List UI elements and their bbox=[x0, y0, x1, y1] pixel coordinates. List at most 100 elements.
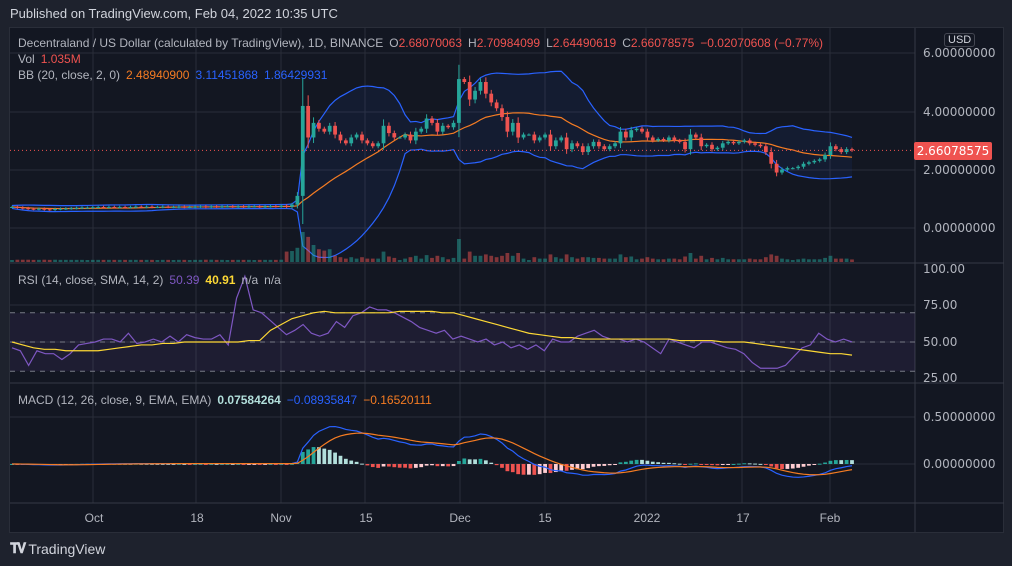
candle-body bbox=[58, 208, 63, 210]
volume-bar bbox=[209, 259, 214, 262]
volume-bar bbox=[96, 259, 101, 262]
volume-bar bbox=[553, 257, 558, 262]
rsi-sma-value: 40.91 bbox=[205, 273, 236, 287]
candle-body bbox=[440, 125, 445, 132]
candle-body bbox=[575, 143, 580, 147]
volume-bar bbox=[451, 257, 456, 262]
rsi-legend[interactable]: RSI (14, close, SMA, 14, 2) 50.39 40.91 n/a… bbox=[18, 273, 281, 287]
volume-bar bbox=[527, 260, 531, 262]
macd-histogram-bar bbox=[527, 464, 531, 475]
volume-bar bbox=[457, 239, 461, 262]
macd-histogram-bar bbox=[338, 455, 343, 464]
volume-bar bbox=[548, 254, 553, 262]
time-label: Dec bbox=[449, 511, 471, 525]
macd-histogram-bar bbox=[171, 463, 176, 465]
macd-histogram-bar bbox=[564, 464, 569, 471]
volume-bar bbox=[785, 259, 790, 262]
volume-bar bbox=[645, 257, 650, 262]
currency-button[interactable]: USD bbox=[944, 33, 976, 47]
chart-frame[interactable] bbox=[9, 27, 1004, 533]
tradingview-logo[interactable]: 𝐓𝐕 TradingView bbox=[10, 540, 105, 557]
macd-histogram-bar bbox=[187, 464, 192, 465]
candle-body bbox=[500, 108, 504, 118]
macd-histogram-bar bbox=[618, 462, 623, 464]
macd-histogram-bar bbox=[236, 463, 241, 465]
macd-histogram-bar bbox=[850, 460, 854, 464]
candle-body bbox=[268, 206, 273, 208]
volume-bar bbox=[268, 259, 273, 262]
volume-bar bbox=[139, 259, 144, 262]
candle-body bbox=[171, 206, 176, 208]
volume-bar bbox=[295, 247, 300, 262]
volume-bar bbox=[672, 258, 677, 262]
volume-bar bbox=[510, 255, 515, 262]
macd-histogram-bar bbox=[548, 464, 553, 474]
macd-histogram-bar bbox=[828, 460, 833, 464]
candle-body bbox=[462, 79, 467, 82]
volume-bar bbox=[117, 259, 122, 262]
candle-body bbox=[117, 206, 122, 208]
candle-body bbox=[850, 149, 854, 151]
volume-bar bbox=[720, 257, 725, 262]
volume-bar bbox=[790, 260, 795, 262]
candle-body bbox=[833, 146, 838, 150]
macd-histogram-bar bbox=[198, 463, 203, 465]
candle-body bbox=[133, 206, 138, 208]
macd-legend[interactable]: MACD (12, 26, close, 9, EMA, EMA) 0.07584… bbox=[18, 393, 432, 407]
macd-histogram-bar bbox=[155, 463, 160, 465]
macd-histogram-bar bbox=[300, 451, 305, 464]
volume-bar bbox=[263, 259, 267, 262]
rsi-value: 50.39 bbox=[169, 273, 200, 287]
macd-histogram-bar bbox=[731, 463, 736, 465]
candle-body bbox=[343, 140, 348, 144]
candle-body bbox=[510, 122, 515, 132]
candle-body bbox=[640, 128, 644, 132]
candle-body bbox=[26, 208, 31, 210]
candle-body bbox=[548, 134, 553, 147]
macd-histogram-bar bbox=[726, 464, 731, 465]
macd-histogram-bar bbox=[478, 458, 483, 464]
candle-body bbox=[737, 141, 741, 144]
candle-body bbox=[376, 143, 381, 147]
volume-bar bbox=[532, 257, 537, 262]
candle-body bbox=[209, 206, 214, 208]
volume-bar bbox=[322, 250, 327, 262]
volume-bar bbox=[247, 259, 251, 262]
candle-body bbox=[435, 122, 440, 132]
macd-histogram-bar bbox=[290, 463, 294, 465]
symbol-title[interactable]: Decentraland / US Dollar (calculated by … bbox=[18, 36, 384, 50]
macd-histogram-bar bbox=[629, 460, 634, 464]
macd-histogram-bar bbox=[419, 464, 424, 468]
volume-legend[interactable]: Vol 1.035M bbox=[18, 52, 81, 66]
macd-histogram-bar bbox=[257, 464, 262, 465]
candle-body bbox=[338, 134, 343, 141]
candle-body bbox=[236, 206, 241, 208]
candle-body bbox=[807, 162, 811, 164]
candle-body bbox=[731, 141, 736, 144]
volume-bar bbox=[440, 257, 445, 262]
candle-body bbox=[182, 206, 187, 208]
volume-bar bbox=[844, 258, 849, 262]
macd-histogram-bar bbox=[381, 464, 386, 467]
volume-bar bbox=[629, 256, 634, 262]
macd-histogram-bar bbox=[317, 447, 321, 464]
volume-bar bbox=[424, 255, 429, 262]
macd-histogram-bar bbox=[370, 464, 375, 468]
volume-bar bbox=[90, 259, 95, 262]
volume-bar bbox=[338, 257, 343, 262]
volume-bar bbox=[327, 249, 332, 262]
candle-body bbox=[155, 206, 160, 208]
candle-body bbox=[817, 159, 822, 161]
bb-legend[interactable]: BB (20, close, 2, 0) 2.48940900 3.11451868… bbox=[18, 68, 328, 82]
candle-body bbox=[214, 206, 219, 208]
candle-body bbox=[758, 144, 763, 147]
candle-body bbox=[645, 131, 650, 138]
volume-bar bbox=[742, 259, 747, 262]
candle-body bbox=[63, 208, 68, 210]
tradingview-brand: TradingView bbox=[28, 540, 106, 557]
macd-histogram-bar bbox=[225, 463, 230, 465]
volume-bar bbox=[26, 259, 31, 262]
volume-bar bbox=[833, 258, 838, 262]
candle-body bbox=[494, 102, 499, 109]
